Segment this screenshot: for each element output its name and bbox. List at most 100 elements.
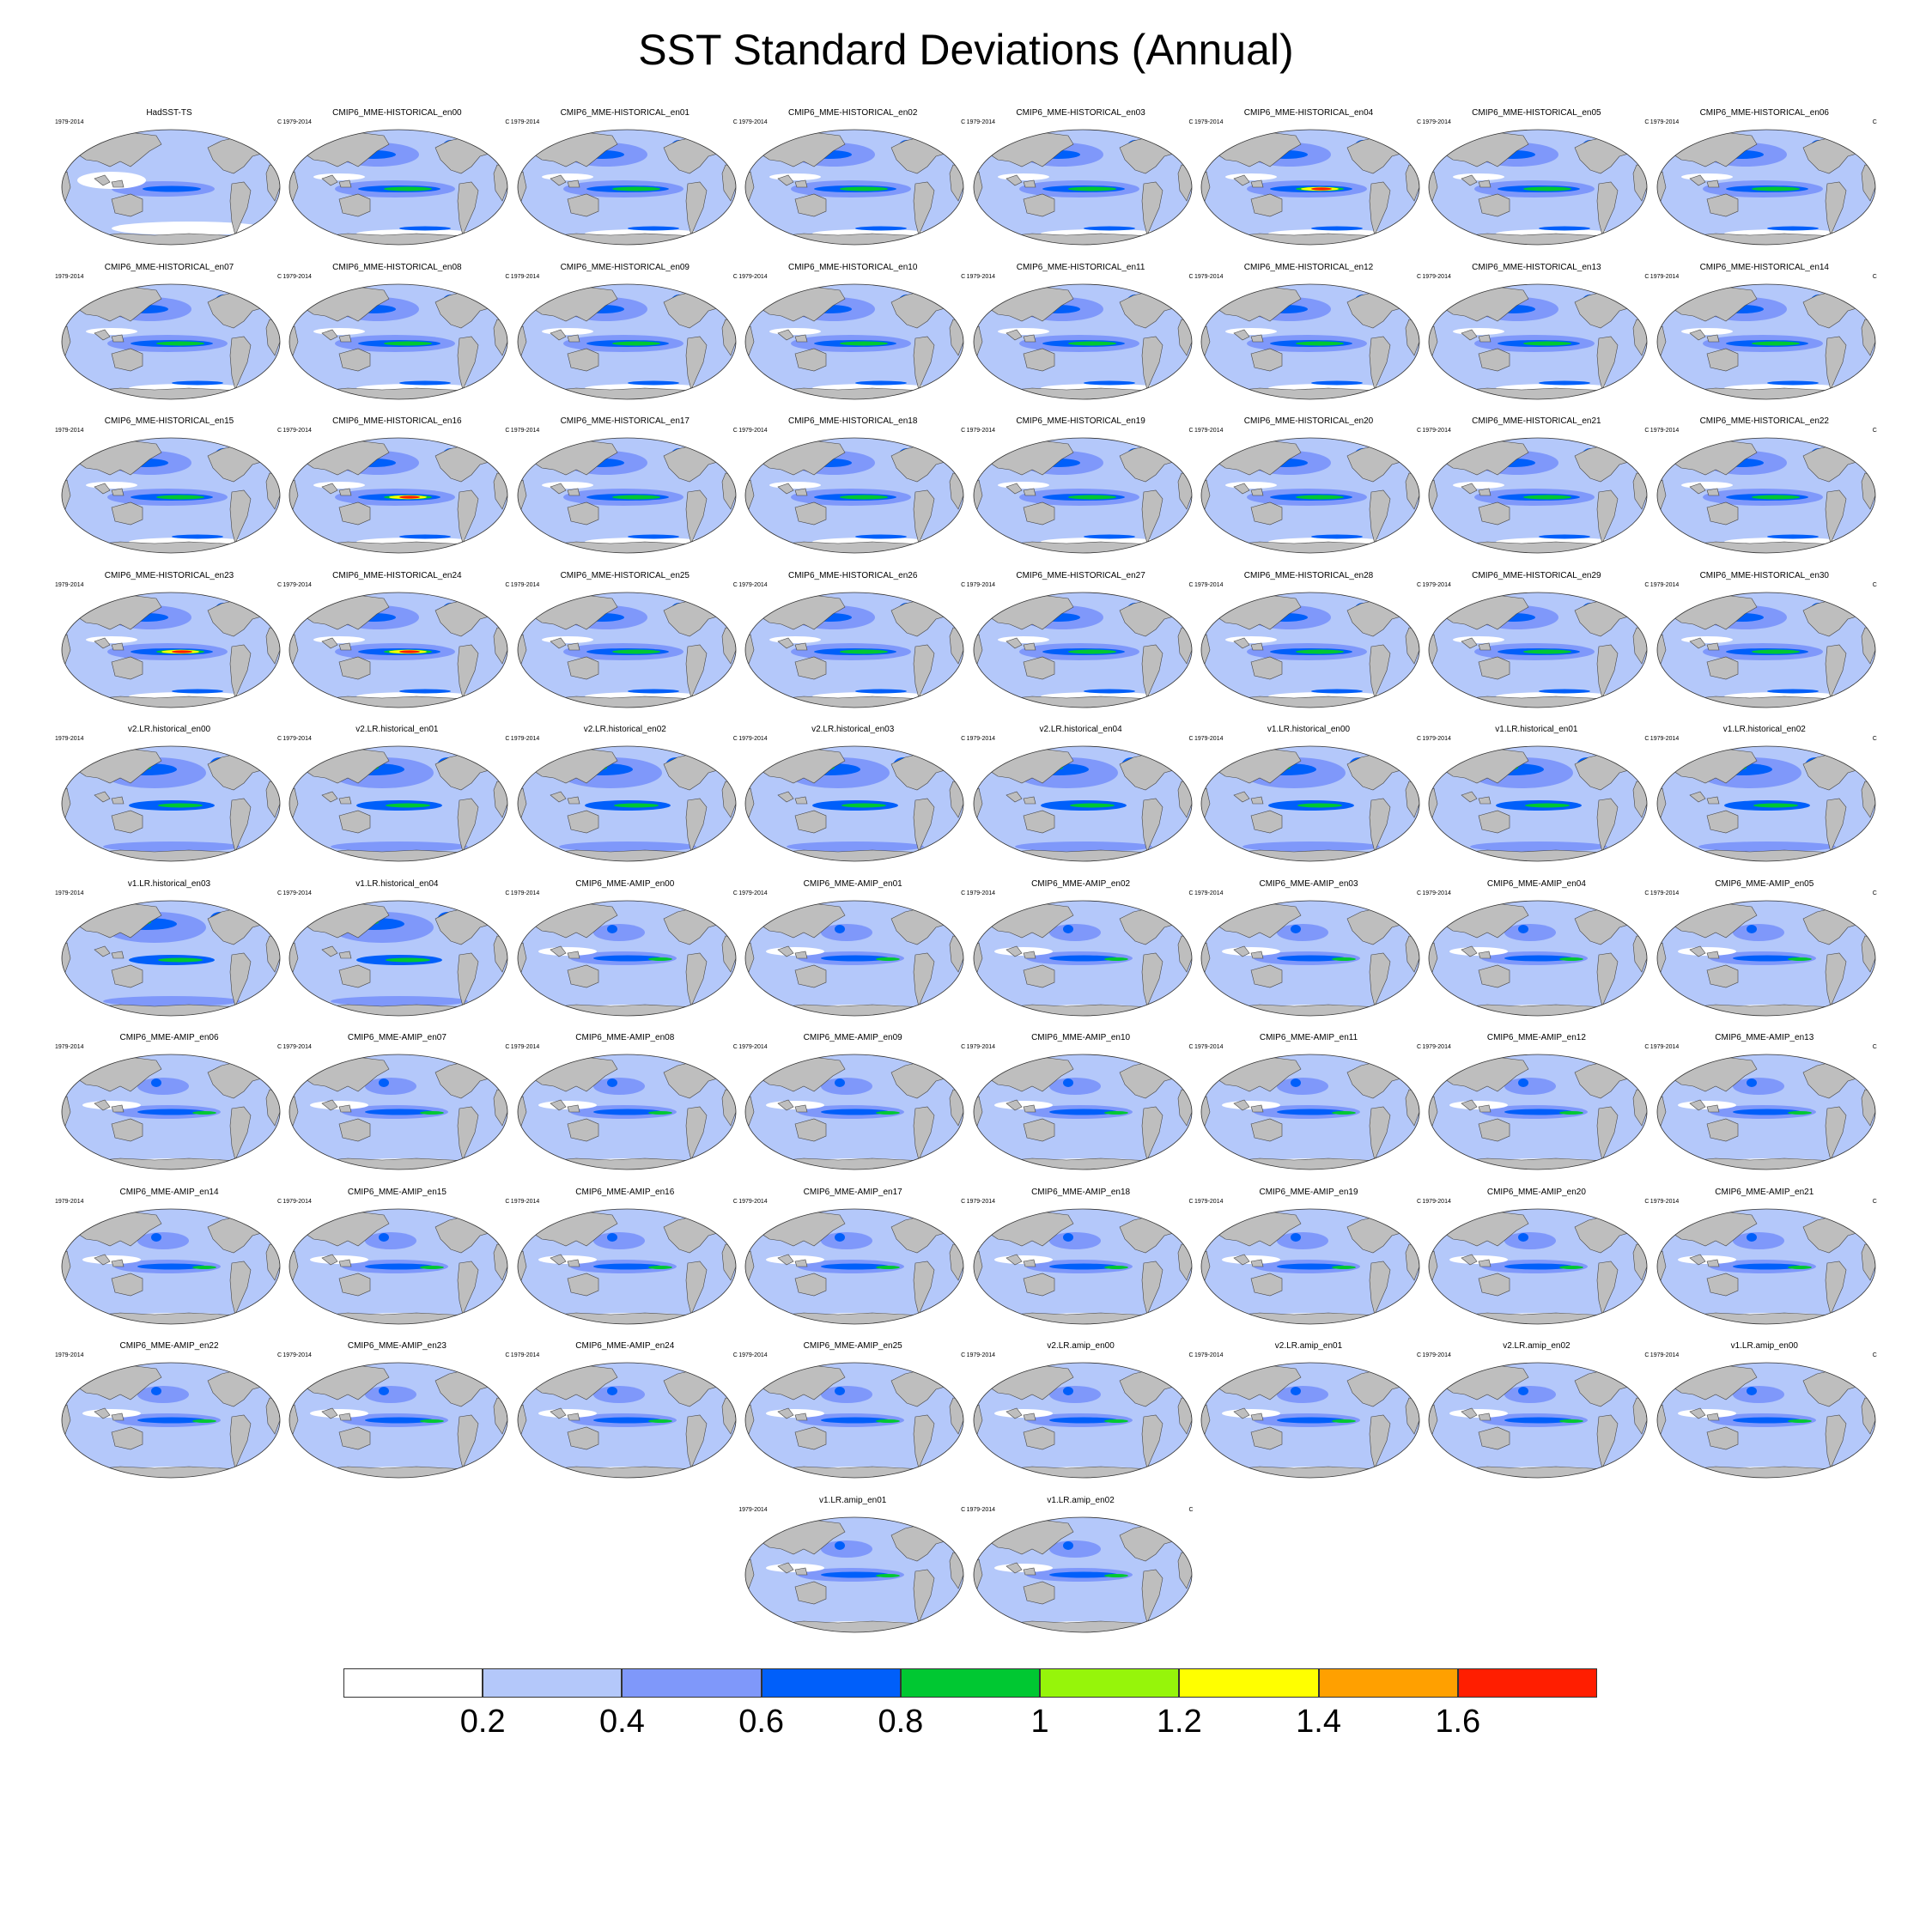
sst-contour [1277,1078,1328,1095]
panel-title: CMIP6_MME-HISTORICAL_en24 [332,570,462,580]
land-mass [229,1414,252,1469]
land-mass [949,605,963,623]
land-mass [339,964,371,987]
land-mass [1656,1250,1667,1281]
land-mass [1861,913,1874,931]
sst-contour [386,957,431,962]
map-border [744,900,964,1016]
panel-title: v1.LR.amip_en00 [1730,1341,1798,1351]
land-mass [949,913,963,931]
land-mass [458,1261,479,1315]
land-mass [937,901,956,917]
sst-contour [1449,1255,1509,1264]
sst-contour [1048,923,1101,941]
land-mass [1849,1363,1868,1380]
sst-contour [1732,955,1801,961]
panel-unit: C [732,1352,738,1358]
panel-title: CMIP6_MME-AMIP_en20 [1486,1187,1586,1197]
map-panel: CMIP6_MME-AMIP_en13 1979-2014 C [1650,1033,1877,1179]
panel-period: 1979-2014 [1194,428,1224,434]
panel-title: CMIP6_MME-HISTORICAL_en10 [787,262,918,272]
land-mass [1706,348,1739,371]
sst-contour [1453,327,1505,335]
land-mass [1461,174,1492,188]
sst-contour [821,1417,890,1424]
sst-contour [1449,1101,1509,1109]
sst-contour [1698,841,1836,852]
panel-unit: C [1416,428,1421,434]
land-mass [289,942,299,973]
map-panel: CMIP6_MME-HISTORICAL_en16 1979-2014 C [283,416,509,562]
sst-contour [1787,957,1812,961]
map-border [1428,437,1648,554]
sst-contour [993,1409,1053,1418]
map-panel: CMIP6_MME-HISTORICAL_en08 1979-2014 C [283,262,509,409]
sst-contour [158,803,203,808]
map-border [1656,1362,1876,1479]
panel-period: 1979-2014 [1422,890,1451,896]
sst-contour [835,924,846,933]
land-mass [1706,1273,1739,1296]
land-mass [550,483,580,496]
land-mass [1165,746,1183,763]
panel-unit: C [276,1044,282,1050]
land-mass [321,329,352,342]
land-mass [550,637,580,650]
panel-period: 1979-2014 [966,1044,996,1050]
land-mass [567,964,599,987]
colorbar-swatch [1457,1668,1597,1698]
land-mass [494,1066,507,1085]
land-mass [1861,450,1874,469]
sst-contour [1746,1078,1757,1087]
sst-map [1656,1208,1876,1324]
land-mass [321,791,352,805]
sst-contour [365,1109,434,1115]
panel-title: CMIP6_MME-HISTORICAL_en08 [332,262,462,272]
sst-contour [1225,173,1277,180]
map-border [1656,1054,1876,1170]
sst-contour [192,1419,216,1423]
map-border [289,437,508,554]
sst-contour [876,1419,901,1423]
land-mass [709,592,728,609]
panel-period: 1979-2014 [1422,119,1451,125]
sst-map [289,1362,508,1479]
sst-contour [592,1231,645,1249]
map-border [1200,745,1420,862]
land-mass [721,913,735,931]
panel-title: CMIP6_MME-HISTORICAL_en12 [1243,262,1374,272]
map-panel: CMIP6_MME-HISTORICAL_en15 1979-2014 C [55,416,282,562]
sst-contour [137,1386,189,1403]
land-mass [265,758,279,777]
land-mass [1405,758,1419,777]
land-mass [1633,142,1646,161]
sst-contour [835,1232,846,1242]
panel-title: CMIP6_MME-AMIP_en08 [575,1033,675,1042]
sst-contour [1062,1232,1073,1242]
land-mass [1023,964,1054,987]
land-mass [289,1250,299,1281]
map-border [1200,900,1420,1016]
panel-period: 1979-2014 [738,736,768,742]
sst-contour [1677,946,1736,956]
land-mass [1369,644,1391,699]
land-mass [1393,901,1412,917]
sst-map [517,283,737,399]
map-border [1656,900,1876,1016]
sst-contour [1559,1419,1584,1423]
map-panel: CMIP6_MME-AMIP_en05 1979-2014 C [1649,879,1877,1025]
sst-contour [313,173,366,180]
panel-period: 1979-2014 [283,736,312,742]
panel-period: 1979-2014 [1649,890,1680,896]
panel-period: 1979-2014 [966,1198,996,1205]
land-mass [1429,787,1438,818]
land-mass [265,605,279,623]
sst-map [1656,900,1876,1016]
land-mass [1479,1118,1510,1142]
land-mass [973,1558,982,1589]
sst-contour [592,923,645,941]
land-mass [253,1363,272,1380]
panel-period: 1979-2014 [510,119,540,125]
panel-unit: C [276,736,282,742]
land-mass [913,644,935,699]
